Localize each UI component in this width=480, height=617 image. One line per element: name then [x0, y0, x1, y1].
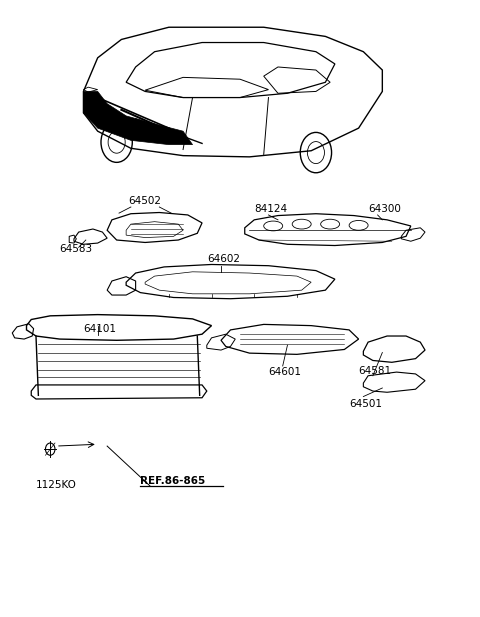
Text: 1125KO: 1125KO — [36, 479, 77, 490]
Text: 64601: 64601 — [268, 367, 301, 377]
Text: 64602: 64602 — [207, 254, 240, 265]
Text: 64501: 64501 — [349, 399, 382, 409]
Text: 64581: 64581 — [359, 366, 392, 376]
Text: 64101: 64101 — [84, 324, 117, 334]
Text: 84124: 84124 — [254, 204, 288, 213]
Text: 64583: 64583 — [60, 244, 93, 254]
Text: 64300: 64300 — [368, 204, 401, 213]
Text: 64502: 64502 — [129, 196, 162, 206]
Polygon shape — [84, 91, 192, 144]
Text: REF.86-865: REF.86-865 — [140, 476, 205, 486]
